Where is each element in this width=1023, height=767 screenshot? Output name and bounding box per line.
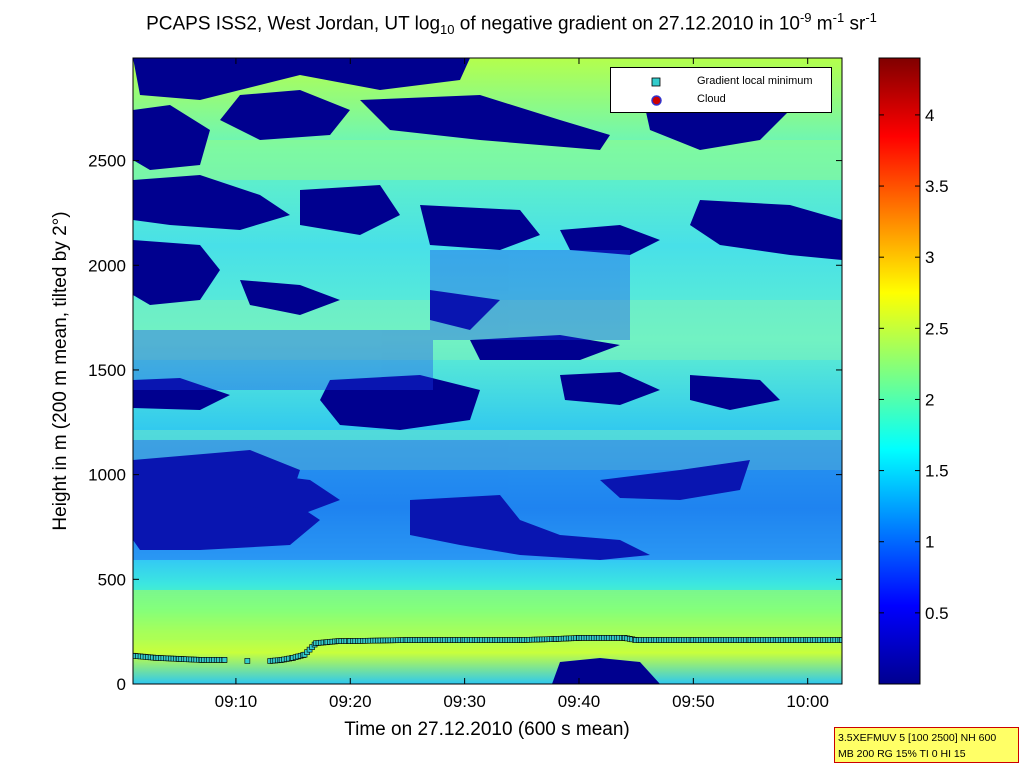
y-tick-label: 2500 — [88, 152, 126, 171]
gradient-local-minimum-series — [133, 635, 842, 664]
x-tick-label: 09:40 — [558, 692, 601, 711]
chart-title: PCAPS ISS2, West Jordan, UT log10 of neg… — [146, 10, 877, 38]
gradient-minimum-marker — [221, 657, 228, 663]
colorbar-tick-label: 3 — [925, 248, 934, 267]
colorbar-tick-label: 2.5 — [925, 319, 949, 338]
circle-marker-icon — [651, 95, 662, 106]
colorbar-axis: 0.5 1 1.5 2 2.5 3 3.5 4 — [879, 106, 949, 623]
x-tick-label: 09:50 — [672, 692, 715, 711]
x-tick-label: 09:30 — [443, 692, 486, 711]
colorbar-tick-label: 4 — [925, 106, 934, 125]
y-tick-label: 1500 — [88, 361, 126, 380]
heatmap-field — [133, 58, 842, 684]
colorbar-tick-label: 3.5 — [925, 177, 949, 196]
y-tick-label: 500 — [98, 570, 126, 589]
x-tick-label: 09:10 — [215, 692, 258, 711]
x-axis-label: Time on 27.12.2010 (600 s mean) — [344, 719, 630, 740]
legend: Gradient local minimum Cloud — [610, 67, 832, 113]
processing-parameters-box: 3.5XEFMUV 5 [100 2500] NH 600 MB 200 RG … — [834, 727, 1019, 763]
gradient-minimum-marker — [839, 637, 842, 643]
x-tick-label: 09:20 — [329, 692, 372, 711]
legend-label: Cloud — [697, 93, 726, 105]
y-tick-label: 1000 — [88, 466, 126, 485]
x-axis: 09:10 09:20 09:30 09:40 09:50 10:00 — [215, 58, 829, 711]
colorbar-tick-label: 1 — [925, 533, 934, 552]
gradient-minimum-marker — [244, 658, 251, 664]
legend-label: Gradient local minimum — [697, 75, 813, 87]
y-tick-label: 2000 — [88, 256, 126, 275]
x-tick-label: 10:00 — [786, 692, 829, 711]
legend-entry-gradient-minimum: Gradient local minimum — [611, 73, 831, 91]
y-tick-label: 0 — [117, 675, 126, 694]
y-axis: 0 500 1000 1500 2000 2500 — [88, 152, 842, 694]
plot-frame — [132, 57, 843, 685]
colorbar-tick-label: 0.5 — [925, 604, 949, 623]
parameters-line-1: 3.5XEFMUV 5 [100 2500] NH 600 — [838, 732, 997, 744]
colorbar-tick-label: 2 — [925, 390, 934, 409]
colorbar — [878, 57, 921, 685]
colorbar-tick-label: 1.5 — [925, 462, 949, 481]
square-marker-icon — [651, 77, 661, 87]
legend-entry-cloud: Cloud — [611, 91, 831, 109]
parameters-line-2: MB 200 RG 15% TI 0 HI 15 — [838, 748, 966, 760]
y-axis-label: Height in m (200 m mean, tilted by 2°) — [50, 211, 71, 530]
